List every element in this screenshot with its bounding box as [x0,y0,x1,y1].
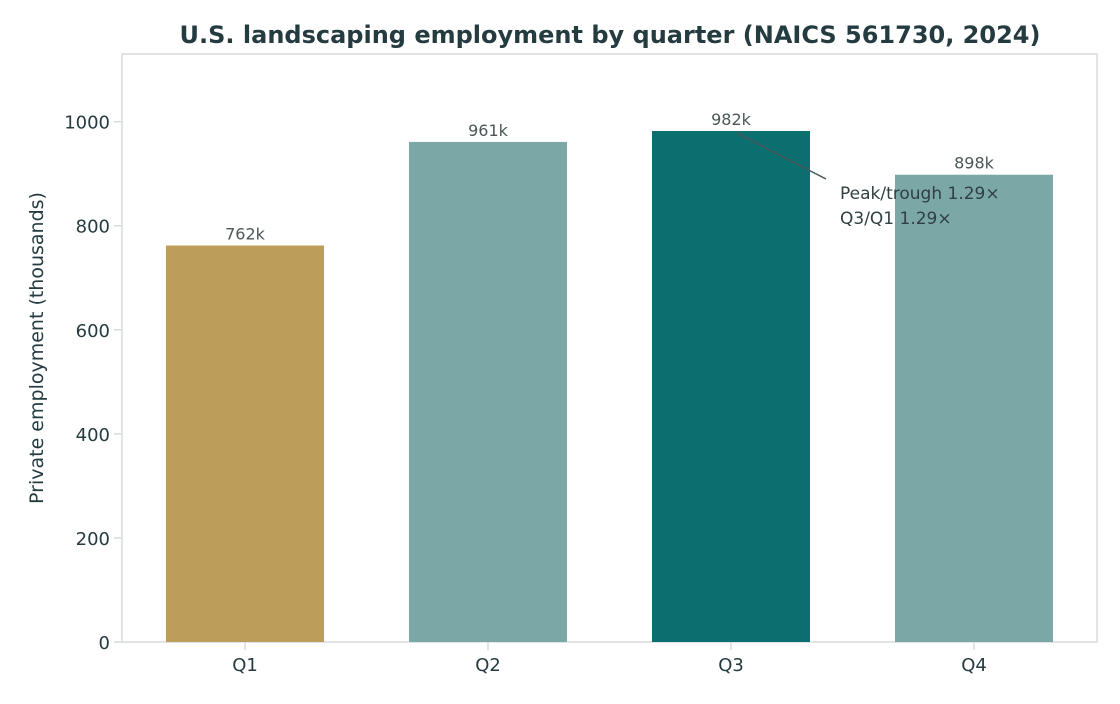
data-label-q1: 762k [225,224,266,243]
x-tick-label-q3: Q3 [718,655,744,676]
y-tick-label: 1000 [64,113,110,134]
y-tick-label: 600 [76,321,110,342]
y-tick-label: 200 [76,529,110,550]
y-tick-label: 400 [76,425,110,446]
y-axis: 0 200 400 600 800 1000 [64,113,122,654]
data-label-q3: 982k [711,110,752,129]
y-tick-label: 800 [76,217,110,238]
bars: 762k 961k 982k 898k [166,110,1053,643]
x-tick-label-q1: Q1 [232,655,258,676]
annotation-line-1: Peak/trough 1.29× [840,184,1000,204]
x-tick-label-q4: Q4 [961,655,987,676]
annotation-line-2: Q3/Q1 1.29× [840,209,952,229]
bar-q2 [409,141,567,642]
y-axis-label: Private employment (thousands) [26,192,48,504]
plot-frame [121,53,1098,643]
bar-q3 [652,131,810,642]
data-label-q4: 898k [954,154,995,173]
y-tick-label: 0 [99,633,110,654]
bar-q4 [895,174,1053,643]
x-axis: Q1 Q2 Q3 Q4 [232,642,987,676]
annotation-leader-line [736,132,827,180]
chart-title: U.S. landscaping employment by quarter (… [180,21,1041,49]
peak-trough-annotation: Peak/trough 1.29× Q3/Q1 1.29× [736,132,1000,229]
x-tick-label-q2: Q2 [475,655,501,676]
data-label-q2: 961k [468,121,509,140]
bar-q1 [166,245,324,642]
